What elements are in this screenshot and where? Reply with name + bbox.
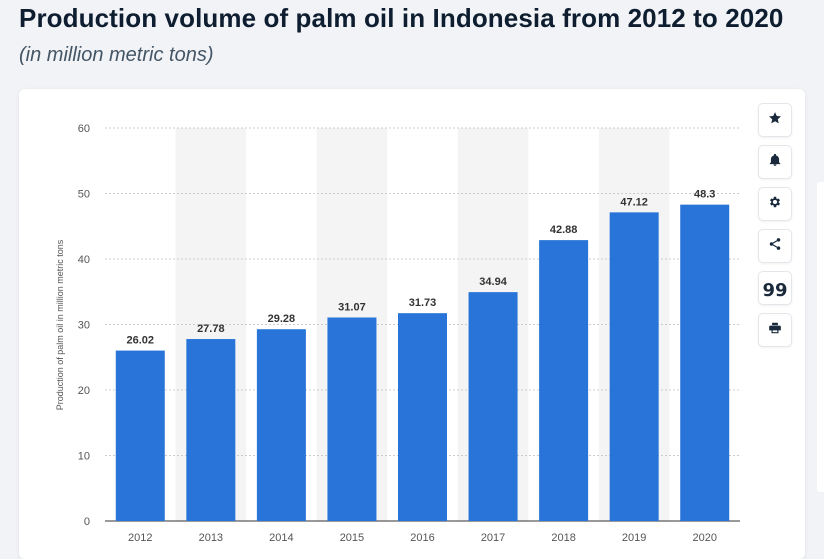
value-label: 47.12: [620, 196, 648, 208]
share-icon: [768, 237, 782, 256]
bars: [115, 204, 730, 522]
side-toolbar: 99: [758, 103, 792, 355]
page-title: Production volume of palm oil in Indones…: [19, 3, 784, 33]
settings-button[interactable]: [758, 187, 792, 221]
value-label: 31.73: [409, 297, 437, 309]
bar[interactable]: [468, 292, 518, 521]
value-label: 26.02: [127, 335, 155, 347]
favorite-button[interactable]: [758, 103, 792, 137]
value-labels: 26.02 27.78 29.28 31.07 31.73 34.94 42.88 47.12…: [127, 189, 716, 347]
bar[interactable]: [256, 329, 306, 521]
y-tick-label: 20: [78, 385, 90, 397]
value-label: 29.28: [268, 313, 296, 325]
y-tick-label: 0: [84, 516, 90, 528]
x-tick-label: 2020: [692, 532, 716, 544]
x-tick-label: 2018: [551, 532, 575, 544]
cite-button[interactable]: 99: [758, 271, 792, 305]
x-tick-label: 2012: [128, 532, 152, 544]
bell-icon: [768, 153, 782, 172]
bar[interactable]: [327, 317, 377, 521]
bar[interactable]: [398, 313, 447, 521]
bar[interactable]: [680, 204, 730, 521]
bar[interactable]: [609, 212, 659, 521]
bar[interactable]: [186, 339, 236, 521]
x-tick-labels: 2012 2013 2014 2015 2016 2017 2018 2019 2020: [128, 532, 717, 544]
value-label: 31.07: [338, 301, 366, 313]
y-tick-label: 40: [78, 254, 90, 266]
y-tick-label: 30: [78, 320, 90, 332]
x-tick-label: 2014: [269, 532, 293, 544]
x-tick-label: 2016: [410, 532, 434, 544]
x-tick-label: 2017: [481, 532, 505, 544]
y-tick-labels: 0 10 20 30 40 50 60: [78, 123, 90, 528]
x-tick-label: 2015: [340, 532, 364, 544]
y-tick-label: 10: [78, 451, 90, 463]
value-label: 34.94: [479, 276, 507, 288]
page-subtitle: (in million metric tons): [19, 44, 214, 66]
value-label: 42.88: [550, 224, 578, 236]
y-tick-label: 60: [78, 123, 90, 135]
star-icon: [768, 111, 782, 130]
y-tick-label: 50: [78, 189, 90, 201]
value-label: 48.3: [694, 189, 715, 201]
y-axis-label: Production of palm oil in million metric…: [55, 239, 65, 410]
adjacent-panel-edge: [817, 182, 824, 492]
bar[interactable]: [115, 350, 165, 521]
gear-icon: [768, 195, 782, 214]
bar[interactable]: [539, 240, 589, 522]
x-tick-label: 2019: [622, 532, 646, 544]
quote-icon: 99: [762, 280, 788, 301]
value-label: 27.78: [197, 323, 225, 335]
x-tick-label: 2013: [199, 532, 223, 544]
print-icon: [768, 321, 782, 340]
print-button[interactable]: [758, 313, 792, 347]
share-button[interactable]: [758, 229, 792, 263]
notification-button[interactable]: [758, 145, 792, 179]
